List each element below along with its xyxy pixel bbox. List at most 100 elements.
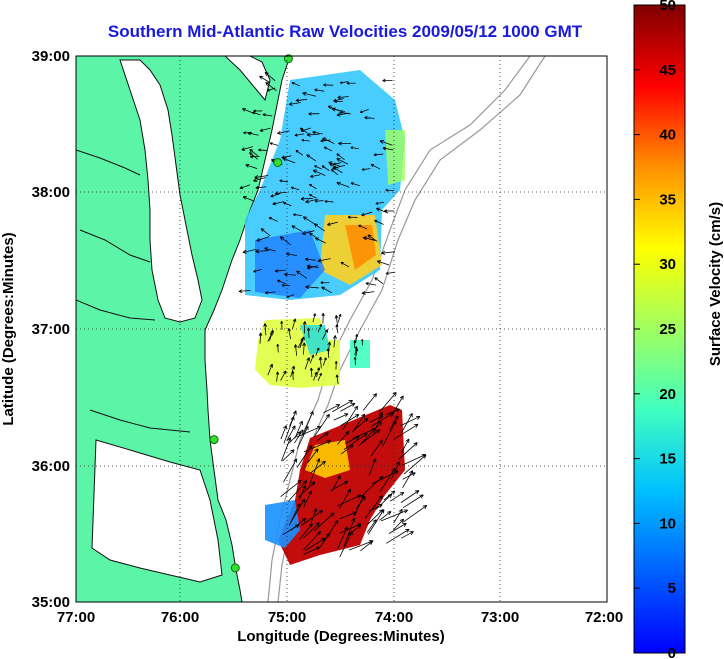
velocity-arrow bbox=[330, 480, 349, 492]
velocity-arrow bbox=[295, 149, 303, 156]
velocity-arrow bbox=[321, 313, 325, 324]
y-tick-label: 37:00 bbox=[32, 321, 70, 338]
velocity-arrow bbox=[339, 81, 349, 85]
velocity-arrow bbox=[263, 323, 268, 336]
velocity-arrow bbox=[378, 391, 397, 413]
velocity-arrow bbox=[313, 371, 318, 381]
velocity-arrow bbox=[291, 81, 300, 87]
velocity-arrow bbox=[314, 88, 325, 92]
velocity-arrow bbox=[320, 281, 330, 285]
velocity-arrow bbox=[367, 509, 384, 526]
colorbar-tick-label: 25 bbox=[659, 321, 676, 338]
chesapeake-bay bbox=[119, 59, 203, 323]
velocity-arrow bbox=[317, 372, 322, 381]
velocity-arrow bbox=[339, 488, 351, 509]
velocity-arrow bbox=[332, 335, 337, 348]
velocity-arrow bbox=[306, 132, 320, 137]
velocity-arrow bbox=[336, 112, 349, 117]
velocity-arrow bbox=[374, 219, 384, 225]
velocity-arrow bbox=[361, 339, 364, 346]
velocity-arrow bbox=[254, 174, 269, 180]
velocity-arrow bbox=[259, 75, 271, 84]
x-tick-label: 72:00 bbox=[585, 609, 623, 626]
velocity-arrow bbox=[319, 532, 330, 548]
velocity-arrow bbox=[260, 228, 271, 236]
velocity-arrow bbox=[336, 494, 362, 507]
velocity-arrow bbox=[316, 432, 329, 442]
velocity-arrow bbox=[242, 248, 257, 254]
velocity-arrow bbox=[393, 508, 403, 524]
velocity-arrow bbox=[296, 270, 307, 279]
velocity-arrow bbox=[361, 290, 375, 295]
velocity-arrow bbox=[367, 234, 378, 242]
velocity-arrow bbox=[308, 194, 317, 199]
velocity-arrow bbox=[353, 357, 357, 366]
velocity-arrow bbox=[265, 81, 277, 92]
velocity-arrow bbox=[243, 131, 253, 135]
velocity-arrow bbox=[302, 91, 317, 97]
colorbar-tick-label: 35 bbox=[659, 191, 676, 208]
velocity-arrow bbox=[346, 524, 362, 537]
velocity-arrow bbox=[332, 399, 353, 413]
velocity-arrow bbox=[288, 102, 302, 106]
velocity-arrow bbox=[253, 269, 262, 273]
velocity-arrow bbox=[242, 196, 255, 202]
velocity-arrow bbox=[253, 177, 266, 182]
velocity-patch-north-green bbox=[385, 130, 405, 185]
river-line bbox=[76, 149, 141, 176]
velocity-arrow bbox=[294, 133, 305, 137]
x-tick-label: 75:00 bbox=[268, 609, 306, 626]
velocity-arrow bbox=[389, 492, 405, 502]
velocity-arrow bbox=[279, 179, 289, 183]
velocity-arrow bbox=[330, 169, 339, 176]
velocity-arrow bbox=[309, 354, 315, 364]
velocity-arrow bbox=[309, 183, 317, 190]
velocity-arrow bbox=[258, 148, 267, 152]
velocity-arrow bbox=[305, 198, 319, 204]
radar-station-marker bbox=[273, 157, 283, 167]
velocity-arrow bbox=[255, 249, 269, 254]
velocity-arrow bbox=[350, 146, 359, 150]
velocity-arrow bbox=[343, 433, 368, 450]
velocity-arrows bbox=[238, 71, 428, 558]
velocity-arrow bbox=[302, 321, 307, 334]
velocity-arrow bbox=[303, 530, 321, 551]
velocity-arrow bbox=[332, 164, 346, 170]
velocity-arrow bbox=[342, 405, 358, 431]
velocity-arrow bbox=[294, 420, 303, 439]
velocity-arrow bbox=[259, 127, 271, 132]
velocity-arrow bbox=[389, 415, 399, 430]
velocity-arrow bbox=[392, 518, 405, 531]
velocity-arrow bbox=[355, 333, 359, 344]
velocity-arrow bbox=[286, 425, 296, 441]
velocity-arrow bbox=[375, 493, 393, 510]
velocity-arrow bbox=[309, 367, 313, 378]
velocity-arrow bbox=[400, 490, 420, 503]
velocity-arrow bbox=[269, 329, 274, 341]
velocity-arrow bbox=[308, 112, 320, 116]
map-frame bbox=[75, 55, 608, 603]
velocity-arrow bbox=[280, 370, 287, 381]
velocity-arrow bbox=[317, 323, 322, 333]
velocity-arrow bbox=[354, 346, 358, 356]
velocity-arrow bbox=[284, 272, 296, 277]
colorbar-tick-label: 50 bbox=[659, 0, 676, 14]
velocity-arrow bbox=[301, 510, 324, 526]
colorbar-tick-label: 30 bbox=[659, 256, 676, 273]
velocity-arrow bbox=[267, 363, 273, 376]
velocity-arrow bbox=[280, 425, 287, 440]
velocity-arrow bbox=[334, 100, 343, 104]
velocity-arrow bbox=[258, 332, 263, 344]
x-axis-label: Longitude (Degrees:Minutes) bbox=[237, 628, 445, 645]
colorbar-tick-label: 0 bbox=[668, 645, 676, 659]
velocity-arrow bbox=[374, 277, 384, 285]
velocity-arrow bbox=[264, 247, 276, 252]
velocity-arrow bbox=[270, 193, 281, 198]
velocity-arrow bbox=[281, 437, 292, 462]
velocity-arrow bbox=[279, 236, 291, 246]
velocity-arrow bbox=[291, 318, 297, 330]
velocity-arrow bbox=[268, 217, 278, 222]
velocity-arrow bbox=[313, 512, 335, 532]
radar-station-marker bbox=[209, 435, 219, 445]
